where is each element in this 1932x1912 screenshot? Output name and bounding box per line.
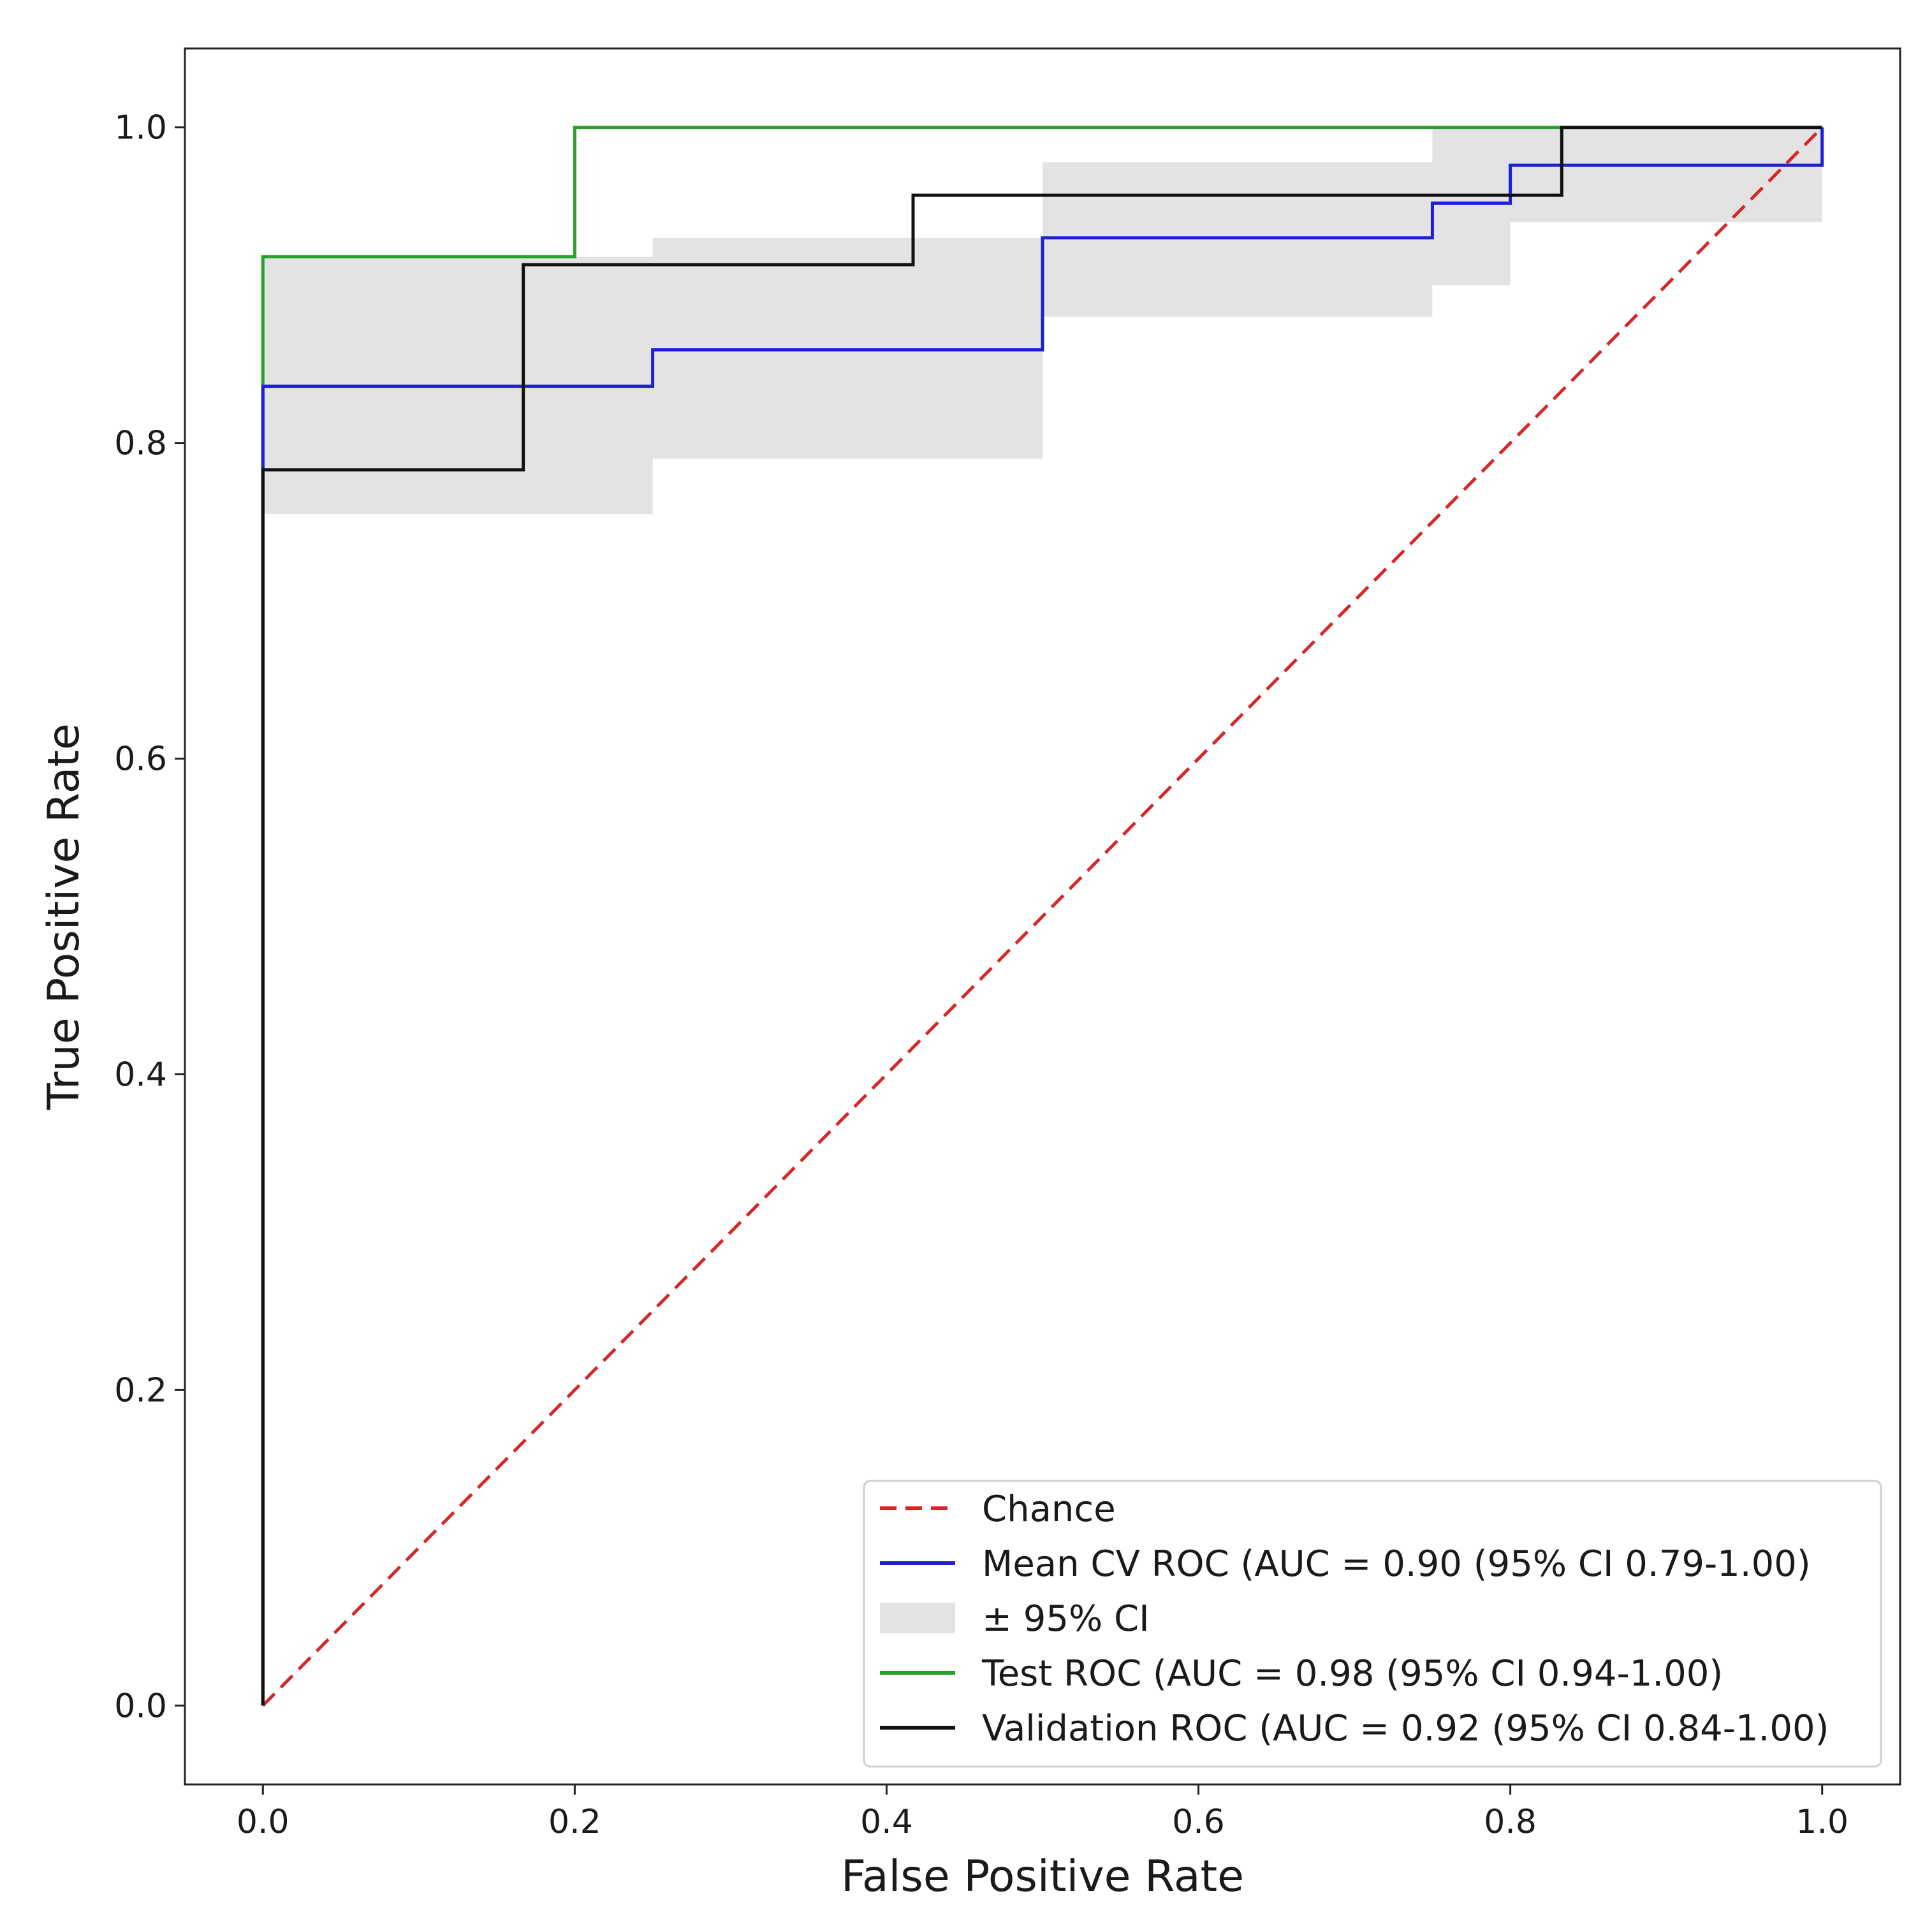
legend-label: Mean CV ROC (AUC = 0.90 (95% CI 0.79-1.0… xyxy=(982,1543,1811,1585)
y-tick-label: 0.8 xyxy=(114,425,167,463)
x-axis-title: False Positive Rate xyxy=(841,1851,1244,1902)
chance-line xyxy=(261,126,1824,1707)
validation-roc-line xyxy=(261,126,1822,1706)
y-tick-label: 0.2 xyxy=(114,1371,167,1409)
y-tick-label: 0.4 xyxy=(114,1055,167,1094)
x-tick-label: 0.8 xyxy=(1484,1803,1537,1841)
x-tick-label: 0.0 xyxy=(237,1803,289,1841)
legend-entry: Chance xyxy=(880,1489,1116,1530)
x-tick-label: 1.0 xyxy=(1796,1803,1848,1841)
legend-swatch xyxy=(880,1603,955,1633)
legend-entry: Mean CV ROC (AUC = 0.90 (95% CI 0.79-1.0… xyxy=(880,1543,1811,1585)
legend-label: Chance xyxy=(982,1489,1116,1530)
legend-frame xyxy=(863,1480,1882,1768)
legend-label: Test ROC (AUC = 0.98 (95% CI 0.94-1.00) xyxy=(981,1653,1723,1695)
plot-area xyxy=(261,126,1824,1707)
y-tick-label: 0.6 xyxy=(114,740,167,779)
x-tick-label: 0.4 xyxy=(860,1803,913,1841)
x-axis-ticks: 0.0 0.2 0.4 0.6 0.8 1.0 xyxy=(237,1784,1848,1841)
legend-entry: ± 95% CI xyxy=(880,1598,1150,1640)
legend-entry: Validation ROC (AUC = 0.92 (95% CI 0.84-… xyxy=(880,1708,1829,1749)
y-tick-label: 1.0 xyxy=(114,109,167,147)
legend: Chance Mean CV ROC (AUC = 0.90 (95% CI 0.… xyxy=(863,1480,1882,1768)
legend-label: Validation ROC (AUC = 0.92 (95% CI 0.84-… xyxy=(982,1708,1829,1749)
y-axis-title: True Positive Rate xyxy=(39,723,89,1110)
legend-entry: Test ROC (AUC = 0.98 (95% CI 0.94-1.00) xyxy=(880,1653,1723,1695)
y-tick-label: 0.0 xyxy=(114,1687,167,1725)
axes-frame xyxy=(184,47,1901,1786)
y-axis-ticks: 0.0 0.2 0.4 0.6 0.8 1.0 xyxy=(114,109,185,1725)
legend-label: ± 95% CI xyxy=(982,1598,1150,1640)
x-tick-label: 0.2 xyxy=(548,1803,601,1841)
x-tick-label: 0.6 xyxy=(1172,1803,1225,1841)
legend-items: Chance Mean CV ROC (AUC = 0.90 (95% CI 0.… xyxy=(880,1489,1829,1749)
